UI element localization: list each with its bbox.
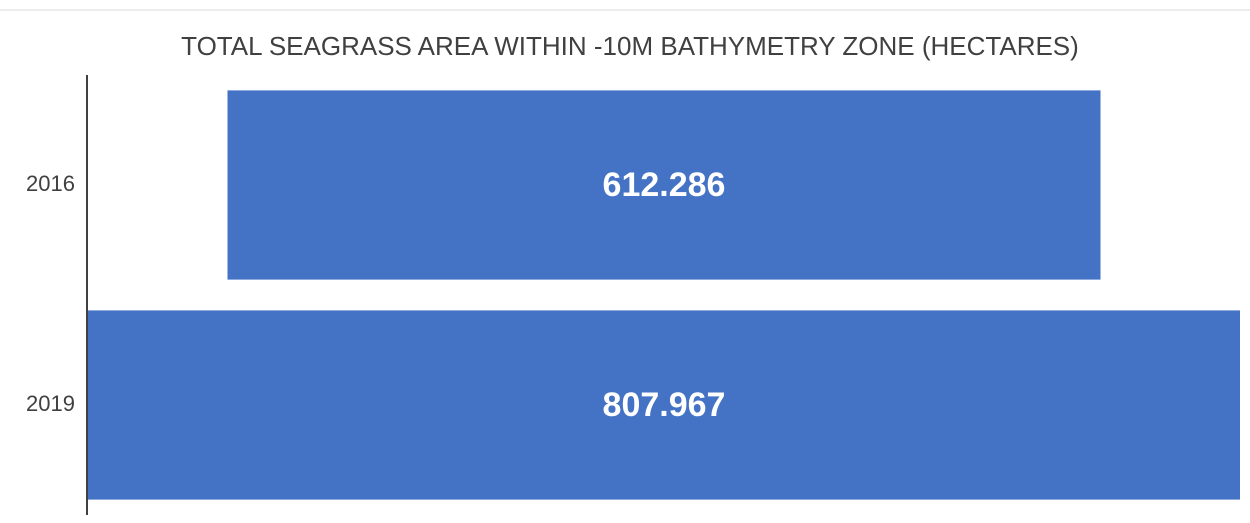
bar <box>227 90 1101 280</box>
bar <box>88 310 1240 500</box>
data-label: 612.286 <box>603 166 726 204</box>
category-label: 2016 <box>26 171 75 196</box>
data-label: 807.967 <box>603 386 726 424</box>
chart-title: TOTAL SEAGRASS AREA WITHIN -10M BATHYMET… <box>181 31 1079 61</box>
category-label: 2019 <box>26 391 75 416</box>
